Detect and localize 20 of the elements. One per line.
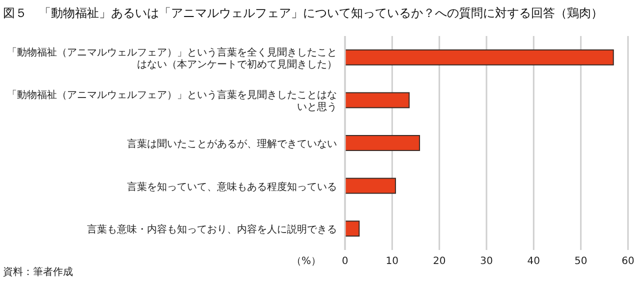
y-tick-label: 言葉を知っていて、意味もある程度知っている: [127, 180, 337, 193]
x-tick-label: 30: [480, 256, 493, 267]
bar: [344, 92, 410, 108]
y-tick-label: 「動物福祉（アニマルウェルフェア）」という言葉を見聞きしたことはないと思う: [7, 89, 337, 114]
y-tick-label: 言葉は聞いたことがあるが、理解できていない: [127, 138, 337, 150]
y-tick-label: 「動物福祉（アニマルウェルフェア）」という言葉を全く見聞きしたことはない（本アンケートで初めて見聞きした）: [7, 46, 337, 70]
bar: [344, 178, 396, 194]
x-axis-title: （%）: [291, 256, 321, 267]
bar: [344, 49, 614, 66]
bar: [344, 135, 420, 151]
x-tick-label: 60: [622, 256, 634, 267]
x-tick-label: 40: [527, 256, 540, 267]
x-tick-label: 0: [342, 256, 348, 267]
chart-title: 図５ 「動物福祉」あるいは「アニマルウェルフェア」について知っているか？への質問に対する回答（鶏肉）: [3, 6, 603, 20]
x-tick-label: 50: [574, 256, 588, 267]
x-tick-label: 20: [432, 256, 446, 267]
x-tick-label: 10: [386, 256, 399, 267]
y-tick-label: 言葉も意味・内容も知っており、内容を人に説明できる: [87, 224, 337, 236]
bar: [344, 220, 360, 237]
text: 資料：筆者作成: [3, 266, 73, 278]
